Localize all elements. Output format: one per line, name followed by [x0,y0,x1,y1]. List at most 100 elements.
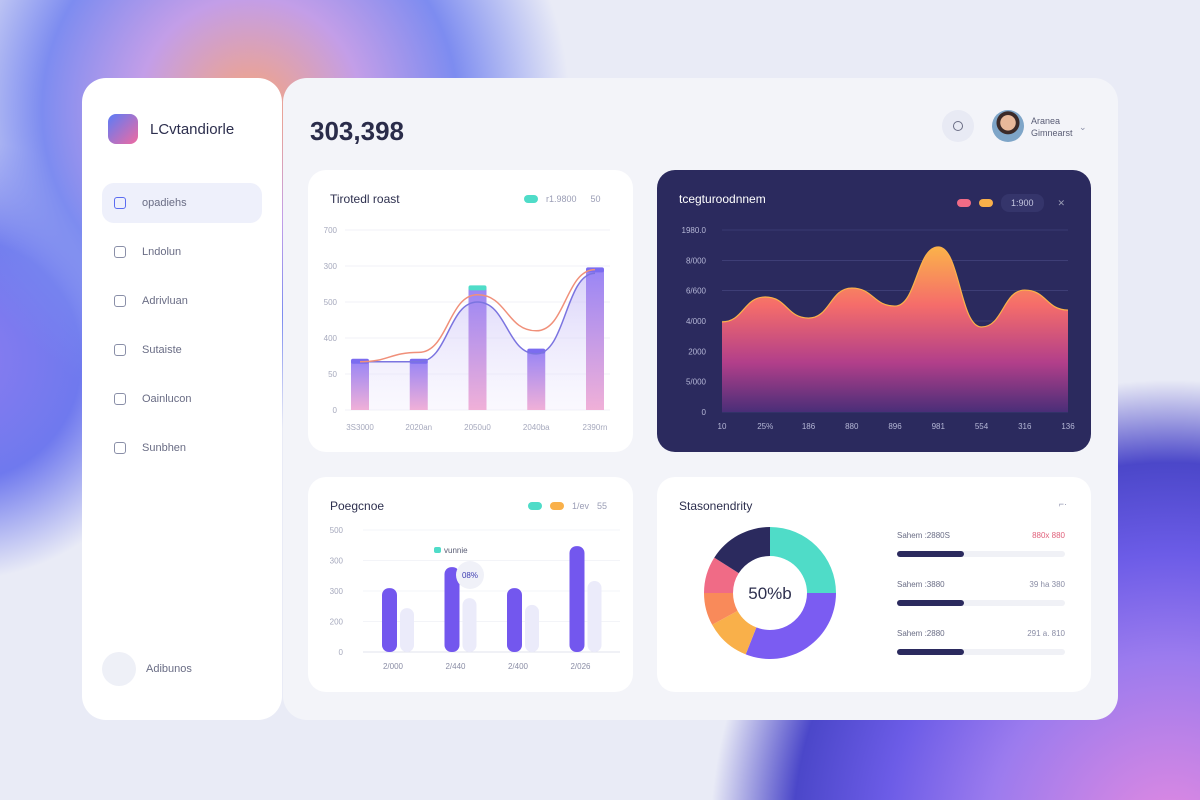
legend-swatch [979,199,993,207]
x-tick-label: 880 [845,422,859,431]
bar-primary [507,588,522,652]
y-tick-label: 5/000 [686,378,707,387]
area-line [721,246,1069,328]
range-button[interactable]: 1:900 [1001,194,1044,212]
bar-secondary [400,608,414,652]
chevron-down-icon[interactable]: ⌄ [1079,122,1087,132]
x-tick-label: 316 [1018,422,1032,431]
progress-track [897,649,1065,655]
y-tick-label: 500 [330,526,344,535]
bubble-label: 08% [462,571,478,580]
bar [351,361,369,410]
progress-fill [897,649,965,655]
y-tick-label: 400 [324,334,338,343]
x-tick-label: 2390rn [583,423,608,432]
sidebar-item[interactable]: Oainlucon [102,379,262,419]
user-name-line: Gimnearst [1031,128,1073,138]
card-title: Poegcnoe [330,499,385,513]
more-icon[interactable]: ⌐· [1058,499,1067,509]
bar [468,288,487,410]
progress-label: Sahem :2880S [897,531,950,540]
y-tick-label: 300 [330,587,344,596]
donut-slice [712,610,757,655]
sidebar-item[interactable]: opadiehs [102,183,262,223]
user-name[interactable]: Aranea Gimnearst [1031,115,1073,139]
logo[interactable]: LCvtandiorle [108,114,234,144]
y-tick-label: 700 [324,226,338,235]
legend-swatch [524,195,538,203]
sidebar-item-label: Adrivluan [142,295,188,307]
x-tick-label: 896 [888,422,902,431]
sidebar-item-label: opadiehs [142,197,187,209]
donut-chart-card: Stasonendrity ⌐· 50%b Sahem :2880S 880x 8… [657,477,1091,692]
progress-fill [897,551,965,557]
y-tick-label: 0 [333,406,338,415]
tooltip-label: vunnie [444,546,468,555]
x-tick-label: 2040ba [523,423,550,432]
x-tick-label: 2/440 [445,662,466,671]
y-tick-label: 8/000 [686,256,707,265]
line-bar-chart-card: Tirotedl roast r1.9800 50 700 300 500 400 50 0… [308,170,633,452]
y-tick-label: 6/600 [686,287,707,296]
donut-slice [770,527,836,593]
bar-secondary [525,604,539,652]
area-chart: 1980.0 8/000 6/600 4/000 2000 5/000 0 10 25% 186 8… [682,226,1076,431]
x-tick-label: 554 [975,422,989,431]
sidebar-footer-item[interactable]: Adibunos [102,652,192,686]
settings-icon [102,652,136,686]
x-tick-label: 186 [802,422,816,431]
sidebar-item[interactable]: Lndolun [102,232,262,272]
x-tick-label: 2/026 [570,662,591,671]
progress-row: Sahem :2880 291 a. 810 [897,629,1065,655]
legend-swatch [550,502,564,510]
bar-chart: 500 300 300 200 0 vunnie 08% 2/000 2/440 2/400 2/0… [330,526,620,671]
y-tick-label: 300 [330,557,344,566]
x-tick-label: 10 [718,422,727,431]
bar-primary [569,546,585,652]
value-bubble [456,561,484,589]
sidebar: LCvtandiorle opadiehs Lndolun Adrivluan Sut… [82,78,282,720]
sidebar-item-label: Sunbhen [142,442,187,454]
donut-chart: 50%b [704,527,836,659]
card-title: tcegturoodnnem [679,192,766,206]
sidebar-item[interactable]: Adrivluan [102,281,262,321]
close-icon[interactable]: ✕ [1057,197,1066,208]
search-button[interactable] [942,110,974,142]
x-tick-label: 2050u0 [464,423,491,432]
card-title: Tirotedl roast [330,192,400,206]
x-tick-label: 3S3000 [346,423,374,432]
chart-icon [114,442,126,454]
sidebar-item[interactable]: Sutaiste [102,330,262,370]
donut-slice [704,557,739,593]
calendar-icon [114,344,126,356]
y-tick-label: 1980.0 [682,226,707,235]
x-tick-label: 2/400 [508,662,529,671]
progress-value: 291 a. 810 [1027,629,1065,638]
bar-primary [382,588,397,652]
user-name-line: Aranea [1031,116,1061,126]
search-icon [953,121,963,131]
progress-value: 39 ha 380 [1029,580,1065,589]
y-tick-label: 4/000 [686,317,707,326]
progress-track [897,551,1065,557]
y-tick-label: 0 [702,408,707,417]
legend-label: 50 [590,194,601,204]
x-tick-label: 981 [932,422,946,431]
tooltip-swatch [434,547,441,553]
progress-row: Sahem :3880 39 ha 380 [897,580,1065,606]
legend-label: 55 [597,501,608,511]
sidebar-item-label: Lndolun [142,246,182,258]
progress-label: Sahem :2880 [897,629,945,638]
sidebar-footer-label: Adibunos [146,663,192,675]
app-name: LCvtandiorle [150,120,235,138]
main-panel: 303,398 Aranea Gimnearst ⌄ Tirotedl roast… [283,78,1118,720]
x-tick-label: 2020an [405,423,432,432]
bar-cap [468,285,487,291]
legend-label: 1/ev [572,501,590,511]
avatar[interactable] [992,110,1024,142]
sidebar-item[interactable]: Sunbhen [102,428,262,468]
y-tick-label: 0 [339,648,344,657]
donut-slice [745,593,836,659]
donut-slice [704,593,738,625]
